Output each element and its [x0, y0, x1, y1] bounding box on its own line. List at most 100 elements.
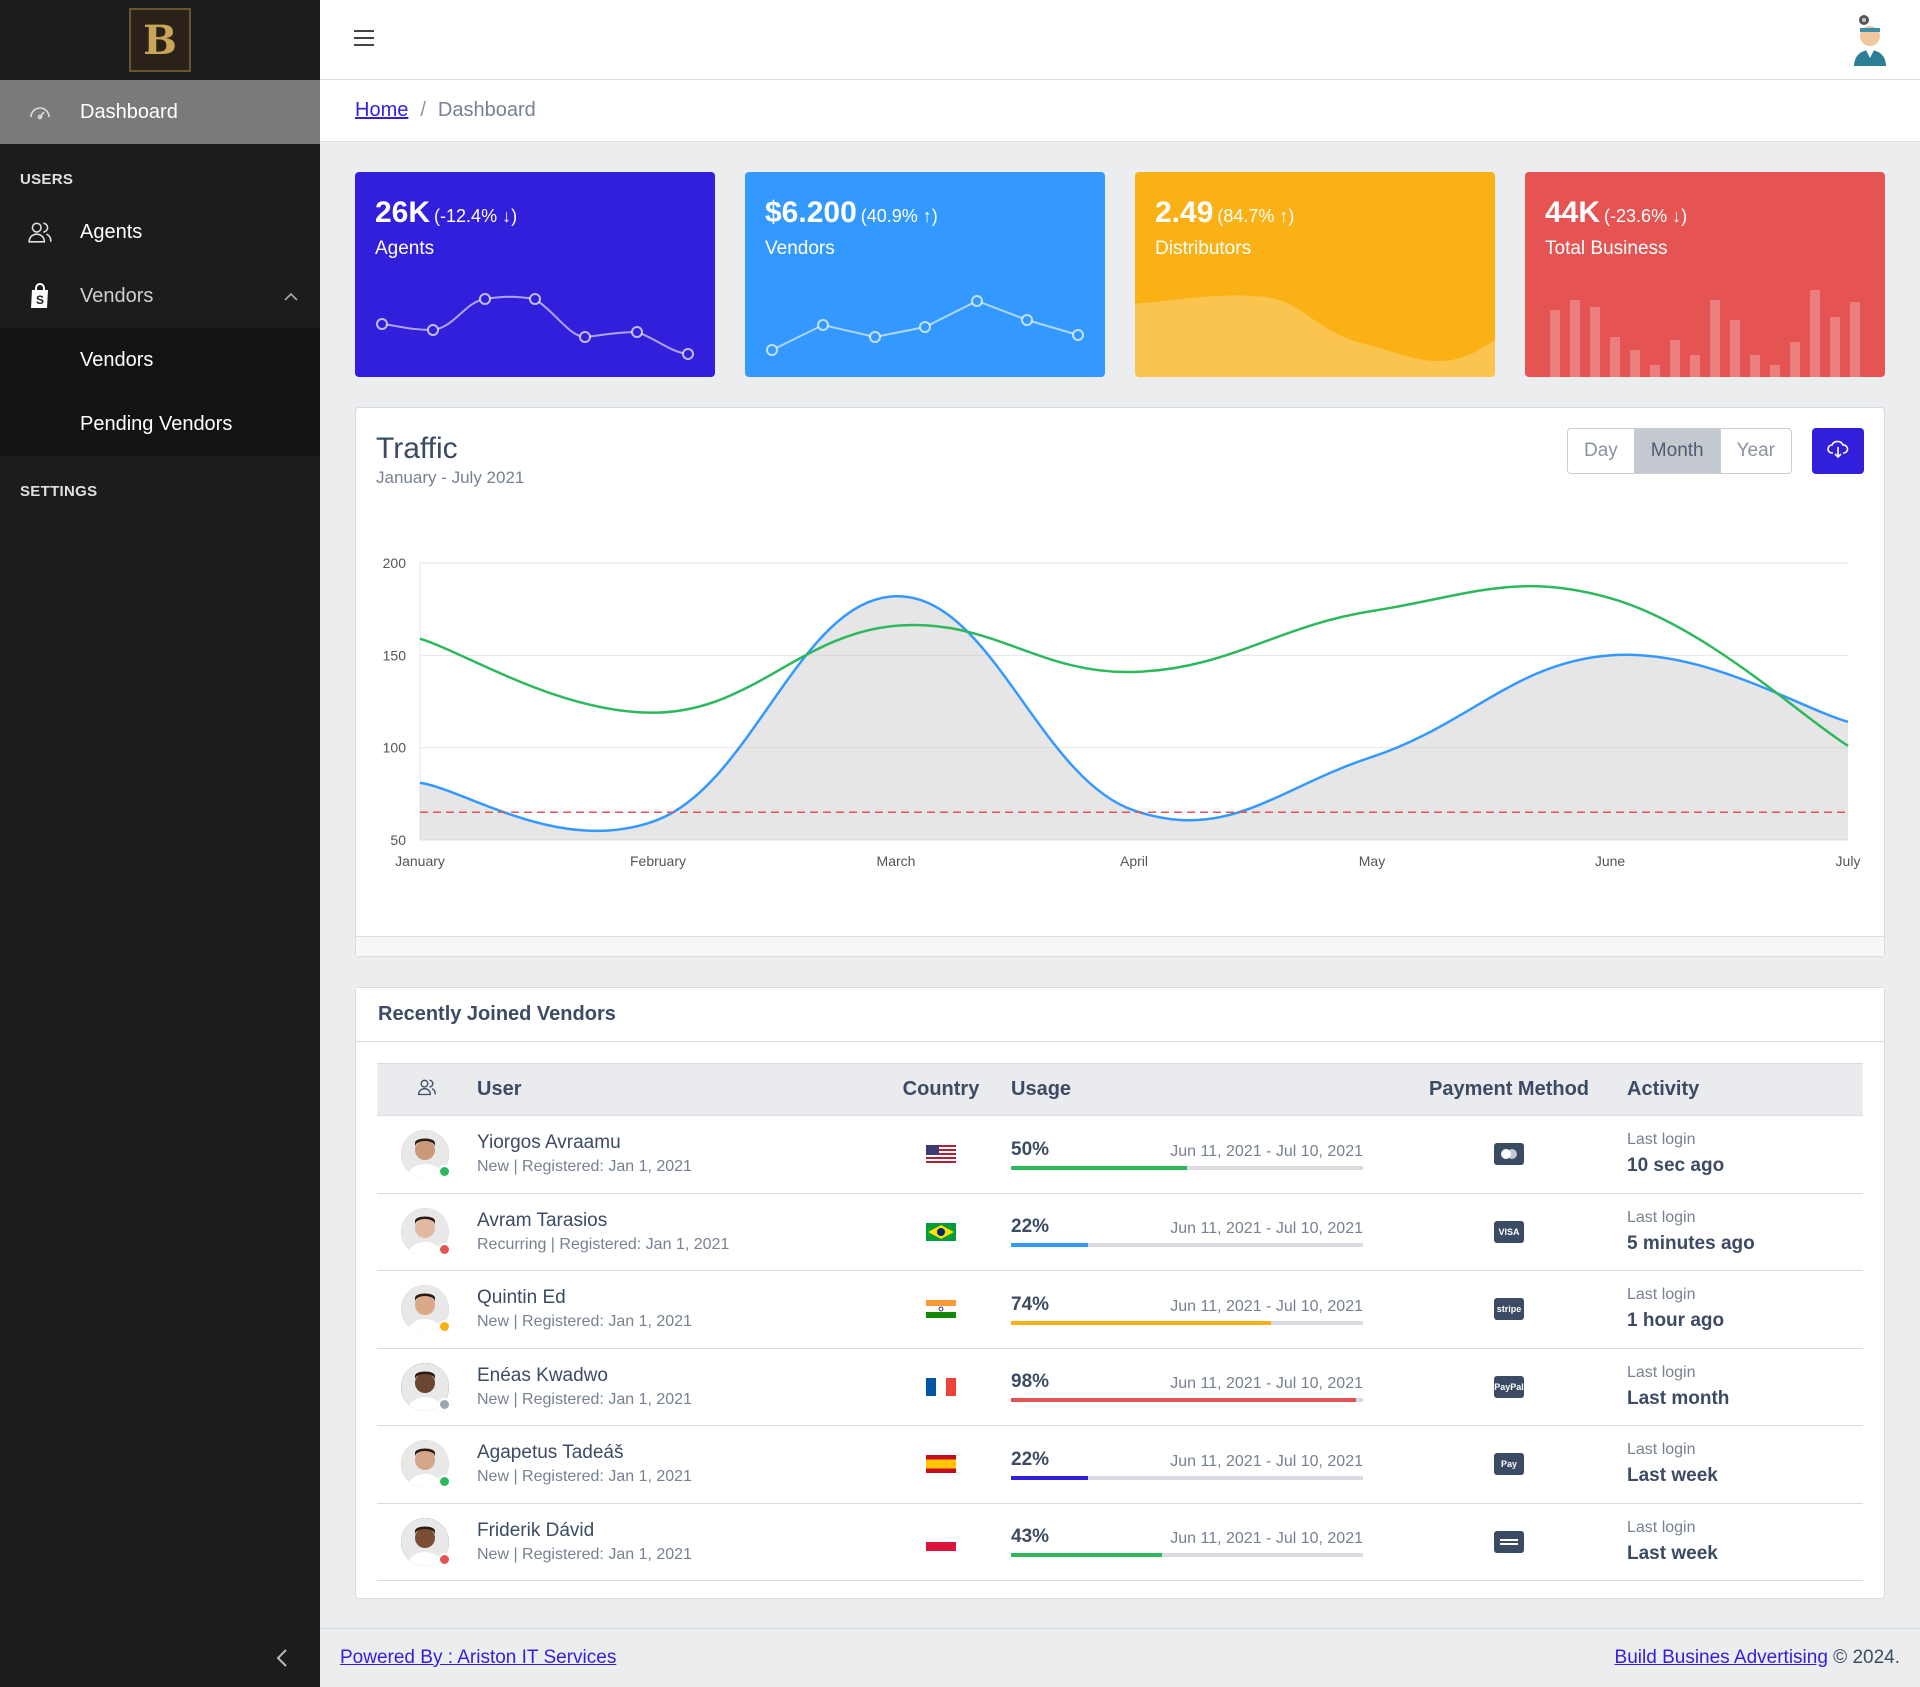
- avatar[interactable]: [401, 1207, 451, 1256]
- cloud-download-icon: [1827, 439, 1849, 464]
- x-tick-label: July: [1836, 853, 1861, 869]
- table-row[interactable]: Yiorgos Avraamu New | Registered: Jan 1, …: [377, 1115, 1863, 1193]
- avatar[interactable]: [401, 1130, 451, 1179]
- nav-dashboard[interactable]: Dashboard: [0, 80, 320, 144]
- widget-vendors[interactable]: $6.200 (40.9% ↑) Vendors: [745, 172, 1105, 377]
- x-tick-label: April: [1120, 853, 1148, 869]
- cell-payment: stripe: [1399, 1270, 1619, 1348]
- widget-value: 2.49: [1155, 196, 1214, 229]
- brand[interactable]: B: [0, 0, 320, 80]
- cell-user: Enéas Kwadwo New | Registered: Jan 1, 202…: [477, 1347, 883, 1426]
- table-row[interactable]: Friderik Dávid New | Registered: Jan 1, 2…: [377, 1502, 1863, 1581]
- nav-section-users: USERS: [20, 171, 74, 188]
- header-activity: Activity: [1619, 1063, 1863, 1116]
- user-name: Agapetus Tadeáš: [477, 1442, 624, 1464]
- usage-percent: 50%: [1011, 1138, 1050, 1160]
- cell-country: [883, 1347, 999, 1426]
- y-tick-label: 150: [383, 647, 407, 663]
- year-button[interactable]: Year: [1736, 440, 1775, 461]
- month-button[interactable]: Month: [1634, 429, 1721, 473]
- avatar[interactable]: [401, 1285, 451, 1334]
- cell-avatar: [377, 1270, 477, 1348]
- usage-progress-fill: [1011, 1398, 1356, 1403]
- user-meta: New | Registered: Jan 1, 2021: [477, 1158, 692, 1176]
- nav-dashboard-label: Dashboard: [80, 100, 178, 123]
- series-line: [419, 594, 1849, 833]
- avatar[interactable]: [401, 1440, 451, 1489]
- breadcrumb-home[interactable]: Home: [355, 99, 409, 121]
- nav-section-settings: SETTINGS: [20, 483, 98, 500]
- cell-activity: Last login Last week: [1619, 1502, 1863, 1581]
- breadcrumb-separator: /: [420, 99, 426, 121]
- cell-activity: Last login 1 hour ago: [1619, 1270, 1863, 1348]
- usage-percent: 22%: [1011, 1216, 1050, 1238]
- widget-change: (84.7% ↑): [1217, 206, 1295, 226]
- hamburger-menu-icon[interactable]: [354, 30, 374, 51]
- user-meta: New | Registered: Jan 1, 2021: [477, 1390, 692, 1408]
- cell-avatar: [377, 1425, 477, 1503]
- sidebar-toggler[interactable]: [0, 1631, 320, 1687]
- cell-user: Friderik Dávid New | Registered: Jan 1, 2…: [477, 1502, 883, 1581]
- cell-avatar: [377, 1192, 477, 1271]
- traffic-title: Traffic: [376, 432, 458, 465]
- pl-flag-icon: [926, 1532, 956, 1551]
- usage-percent: 43%: [1011, 1526, 1050, 1548]
- mastercard-icon: [1494, 1143, 1524, 1166]
- chevron-left-icon: [276, 1644, 288, 1675]
- footer-powered-by-link[interactable]: Powered By : Ariston IT Services: [340, 1647, 617, 1668]
- status-dot: [438, 1165, 451, 1179]
- widget-distributors[interactable]: 2.49 (84.7% ↑) Distributors: [1135, 172, 1495, 377]
- table-row[interactable]: Avram Tarasios Recurring | Registered: Ja…: [377, 1192, 1863, 1271]
- footer-company-link[interactable]: Build Busines Advertising: [1614, 1647, 1828, 1668]
- nav-vendors-list-label: Vendors: [80, 348, 154, 371]
- widget-total-business[interactable]: 44K (-23.6% ↓) Total Business: [1525, 172, 1885, 377]
- activity-value: Last month: [1627, 1387, 1730, 1409]
- usage-progress-fill: [1011, 1243, 1089, 1248]
- cell-country: [883, 1115, 999, 1193]
- user-avatar[interactable]: [1848, 14, 1892, 66]
- header-usage: Usage: [999, 1063, 1399, 1116]
- cell-country: [883, 1502, 999, 1581]
- payment-text: PayPal: [1494, 1381, 1524, 1392]
- avatar[interactable]: [401, 1517, 451, 1566]
- table-row[interactable]: Enéas Kwadwo New | Registered: Jan 1, 202…: [377, 1347, 1863, 1426]
- visa-icon: VISA: [1494, 1220, 1524, 1243]
- usage-progress-fill: [1011, 1320, 1272, 1325]
- cell-usage: 43% Jun 11, 2021 - Jul 10, 2021: [999, 1502, 1399, 1581]
- cell-avatar: [377, 1115, 477, 1193]
- widget-agents[interactable]: 26K (-12.4% ↓) Agents: [355, 172, 715, 377]
- nav-pending-vendors[interactable]: Pending Vendors: [0, 392, 320, 456]
- activity-value: 1 hour ago: [1627, 1310, 1725, 1332]
- usage-progress-fill: [1011, 1165, 1187, 1170]
- activity-label: Last login: [1627, 1441, 1696, 1459]
- footer-copyright: © 2024.: [1833, 1647, 1900, 1668]
- usage-progress: [1011, 1553, 1363, 1558]
- cell-payment: [1399, 1115, 1619, 1193]
- nav-vendors-list[interactable]: Vendors: [0, 328, 320, 392]
- table-row[interactable]: Agapetus Tadeáš New | Registered: Jan 1, …: [377, 1425, 1863, 1503]
- download-button[interactable]: [1812, 428, 1864, 474]
- table-row[interactable]: Quintin Ed New | Registered: Jan 1, 2021 7…: [377, 1270, 1863, 1348]
- period-button-group: Day Month Year: [1567, 428, 1792, 474]
- header-country: Country: [883, 1063, 999, 1116]
- status-dot: [438, 1320, 451, 1334]
- usage-progress: [1011, 1320, 1363, 1325]
- cell-payment: PayPal: [1399, 1347, 1619, 1426]
- nav-agents[interactable]: Agents: [0, 200, 320, 264]
- x-tick-label: June: [1595, 853, 1626, 869]
- day-button[interactable]: Day: [1568, 429, 1635, 473]
- status-dot: [438, 1552, 451, 1566]
- cell-country: [883, 1425, 999, 1503]
- es-flag-icon: [926, 1455, 956, 1474]
- widget-label: Vendors: [765, 238, 835, 259]
- nav-vendors[interactable]: S Vendors: [0, 264, 320, 328]
- user-name: Avram Tarasios: [477, 1209, 608, 1231]
- activity-label: Last login: [1627, 1208, 1696, 1226]
- avatar[interactable]: [401, 1362, 451, 1411]
- user-meta: New | Registered: Jan 1, 2021: [477, 1545, 692, 1563]
- status-dot: [438, 1475, 451, 1489]
- user-name: Yiorgos Avraamu: [477, 1132, 621, 1154]
- usage-percent: 74%: [1011, 1293, 1050, 1315]
- activity-label: Last login: [1627, 1131, 1696, 1149]
- cell-activity: Last login Last week: [1619, 1425, 1863, 1503]
